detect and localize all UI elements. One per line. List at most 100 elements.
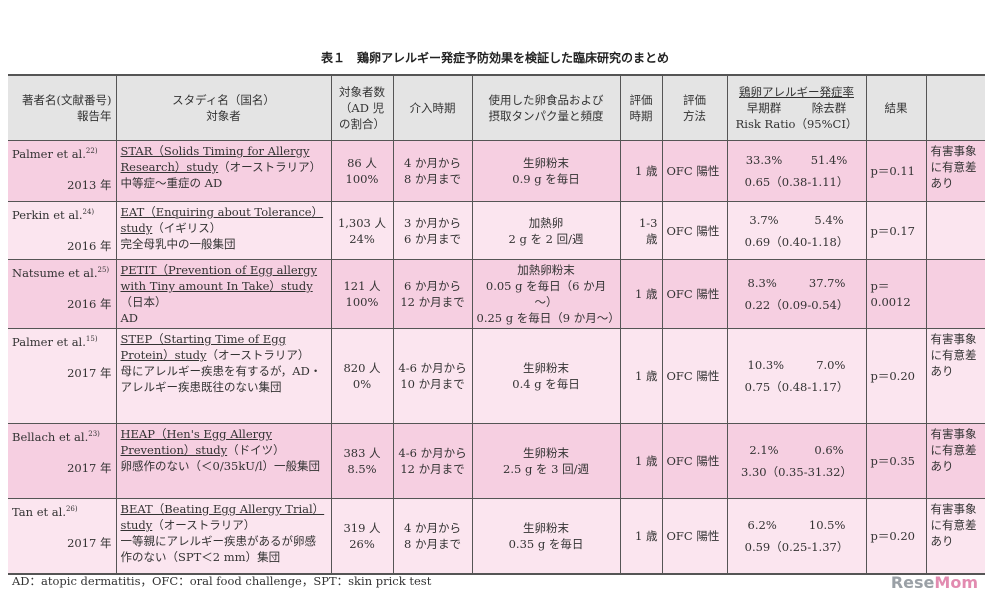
- ad-ratio: 26%: [349, 536, 375, 551]
- clinical-studies-table: 著者名(文献番号) 報告年 スタディ名（国名） 対象者 対象者数 （AD 児 の…: [8, 74, 985, 575]
- subject-count: 820 人: [343, 361, 381, 375]
- removal-group-rate: 10.5%: [808, 517, 846, 532]
- header-rr: Risk Ratio（95%CI）: [735, 117, 858, 131]
- reference-number: 26): [65, 505, 78, 513]
- ad-ratio: 100%: [345, 172, 379, 186]
- study-name: STAR（Solids Timing for Allergy Research）…: [120, 144, 310, 174]
- early-group-rate: 33.3%: [745, 153, 783, 167]
- result-cell: p＝0.20: [865, 498, 927, 574]
- rate-cell: 33.3% 51.4% 0.65（0.38-1.11）: [726, 140, 867, 202]
- study-country: （オーストラリア）: [218, 160, 322, 174]
- risk-ratio: 3.30（0.35-31.32）: [740, 465, 853, 479]
- subject-count: 1,303 人: [337, 215, 387, 230]
- eval-time-cell: 1 歳: [619, 140, 663, 202]
- study-name: BEAT（Beating Egg Allergy Trial）study: [120, 502, 325, 532]
- reference-number: 24): [82, 208, 95, 216]
- food-cell: 生卵粉末 0.9 g を毎日: [471, 140, 621, 202]
- n-cell: 319 人 26%: [330, 498, 394, 574]
- author-cell: Bellach et al.23) 2017 年: [8, 423, 117, 499]
- result-cell: p＝0.17: [865, 201, 927, 260]
- study-subjects: 中等症～重症の AD: [120, 176, 223, 190]
- reference-number: 25): [97, 266, 110, 274]
- eval-time-cell: 1 歳: [619, 498, 663, 574]
- footnote: AD：atopic dermatitis，OFC：oral food chall…: [12, 574, 432, 588]
- period-cell: 4 か月から 8 か月まで: [392, 140, 473, 202]
- header-author: 著者名(文献番号) 報告年: [8, 74, 117, 141]
- risk-ratio: 0.59（0.25-1.37）: [744, 539, 849, 554]
- evaluation-time: 1 歳: [635, 164, 658, 178]
- study-country: （オーストラリア）: [206, 348, 310, 362]
- period-cell: 4-6 か月から 12 か月まで: [392, 423, 473, 499]
- reference-number: 23): [88, 430, 100, 438]
- food-cell: 生卵粉末 0.35 g を毎日: [471, 498, 621, 574]
- header-food: 使用した卵食品および 摂取タンパク量と頻度: [471, 74, 621, 141]
- egg-food: 生卵粉末 0.9 g を毎日: [512, 156, 580, 186]
- study-cell: BEAT（Beating Egg Allergy Trial）study（オース…: [115, 498, 332, 574]
- author-cell: Palmer et al.15) 2017 年: [8, 328, 117, 424]
- author-name: Palmer et al.: [12, 334, 86, 349]
- egg-food: 加熱卵粉末 0.05 g を毎日（6 か月～） 0.25 g を毎日（9 か月～…: [476, 263, 620, 325]
- header-rate: 鶏卵アレルギー発症率 早期群 除去群 Risk Ratio（95%CI）: [726, 74, 867, 141]
- study-subjects: 一等親にアレルギー疾患があるが卵感作のない（SPT＜2 mm）集団: [120, 534, 317, 564]
- author-cell: Perkin et al.24) 2016 年: [8, 201, 117, 260]
- evaluation-method: OFC 陽性: [666, 369, 720, 383]
- subject-count: 319 人: [343, 520, 381, 535]
- evaluation-method: OFC 陽性: [666, 287, 720, 301]
- p-value: p＝0.17: [870, 223, 915, 238]
- report-year: 2017 年: [67, 366, 112, 380]
- note-cell: 有害事象 に有意差 あり: [925, 140, 985, 202]
- egg-food: 生卵粉末 0.4 g を毎日: [512, 361, 580, 391]
- eval-time-cell: 1 歳: [619, 259, 663, 329]
- food-cell: 加熱卵粉末 0.05 g を毎日（6 か月～） 0.25 g を毎日（9 か月～…: [471, 259, 621, 329]
- evaluation-method: OFC 陽性: [666, 223, 720, 238]
- adverse-event-note: 有害事象 に有意差 あり: [930, 502, 977, 548]
- period-cell: 3 か月から 6 か月まで: [392, 201, 473, 260]
- evaluation-time: 1 歳: [635, 454, 658, 468]
- header-rate-title: 鶏卵アレルギー発症率: [739, 85, 854, 99]
- ad-ratio: 8.5%: [347, 462, 377, 476]
- evaluation-method: OFC 陽性: [666, 454, 720, 468]
- author-cell: Tan et al.26) 2017 年: [8, 498, 117, 574]
- header-n: 対象者数 （AD 児 の割合）: [330, 74, 394, 141]
- n-cell: 383 人 8.5%: [330, 423, 394, 499]
- removal-group-rate: 7.0%: [816, 358, 846, 372]
- evaluation-method: OFC 陽性: [666, 528, 720, 543]
- period-cell: 4-6 か月から 10 か月まで: [392, 328, 473, 424]
- study-cell: STEP（Starting Time of Egg Protein）study（…: [115, 328, 332, 424]
- author-name: Palmer et al.: [12, 146, 86, 161]
- report-year: 2016 年: [67, 239, 112, 253]
- method-cell: OFC 陽性: [661, 259, 728, 329]
- header-early: 早期群: [746, 101, 782, 115]
- study-country: （ドイツ）: [227, 443, 285, 457]
- header-method: 評価 方法: [661, 74, 728, 141]
- note-cell: 有害事象 に有意差 あり: [925, 328, 985, 424]
- author-cell: Palmer et al.22) 2013 年: [8, 140, 117, 202]
- rate-cell: 6.2% 10.5% 0.59（0.25-1.37）: [726, 498, 867, 574]
- intervention-period: 4 か月から 8 か月まで: [404, 520, 461, 551]
- method-cell: OFC 陽性: [661, 328, 728, 424]
- intervention-period: 4-6 か月から 10 か月まで: [398, 361, 467, 391]
- table-row: Perkin et al.24) 2016 年 EAT（Enquiring abou…: [8, 201, 985, 260]
- method-cell: OFC 陽性: [661, 498, 728, 574]
- study-subjects: 完全母乳中の一般集団: [120, 237, 236, 251]
- table-row: Tan et al.26) 2017 年 BEAT（Beating Egg Alle…: [8, 498, 985, 574]
- p-value: p＝0.35: [870, 454, 915, 468]
- header-row: 著者名(文献番号) 報告年 スタディ名（国名） 対象者 対象者数 （AD 児 の…: [8, 74, 985, 141]
- table-title: 表１ 鶏卵アレルギー発症予防効果を検証した臨床研究のまとめ: [320, 51, 669, 65]
- evaluation-method: OFC 陽性: [666, 164, 720, 178]
- table-row: Palmer et al.15) 2017 年 STEP（Starting Time…: [8, 328, 985, 424]
- note-cell: 有害事象 に有意差 あり: [925, 498, 985, 574]
- ad-ratio: 100%: [345, 295, 379, 309]
- food-cell: 生卵粉末 0.4 g を毎日: [471, 328, 621, 424]
- author-cell: Natsume et al.25) 2016 年: [8, 259, 117, 329]
- study-cell: HEAP（Hen's Egg Allergy Prevention）study（…: [115, 423, 332, 499]
- study-cell: STAR（Solids Timing for Allergy Research）…: [115, 140, 332, 202]
- n-cell: 121 人 100%: [330, 259, 394, 329]
- eval-time-cell: 1 歳: [619, 423, 663, 499]
- author-name: Bellach et al.: [12, 429, 89, 444]
- header-result: 結果: [865, 74, 927, 141]
- p-value: p＝0.20: [870, 369, 915, 383]
- study-country: （オーストラリア）: [152, 518, 256, 532]
- table-row: Palmer et al.22) 2013 年 STAR（Solids Timing…: [8, 140, 985, 202]
- intervention-period: 4 か月から 8 か月まで: [404, 156, 461, 186]
